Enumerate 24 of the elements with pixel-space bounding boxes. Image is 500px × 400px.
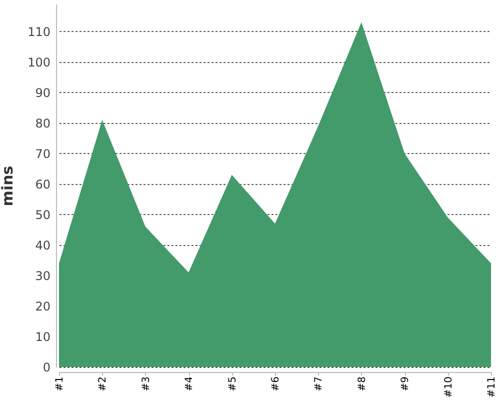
y-tick-label: 40 [35,238,50,252]
y-tick-label: 20 [35,299,50,314]
x-tick-label: #5 [227,376,238,392]
y-tick-label: 50 [35,208,50,222]
y-tick-label: 100 [28,55,50,70]
y-axis-title: mins [0,166,17,206]
y-tick-label: 80 [35,116,50,130]
y-tick-label: 60 [35,177,50,192]
x-tick-label: #8 [356,376,368,392]
x-tick-label: #1 [54,376,66,392]
x-tick-label: #6 [270,376,282,392]
x-tick-label: #2 [98,376,109,392]
y-tick-label: 30 [35,268,50,283]
x-tick-label: #7 [314,376,325,392]
x-tick-label: #10 [443,376,454,398]
x-tick-label: #3 [140,376,152,392]
y-tick-label: 10 [35,330,50,344]
y-tick-label: 0 [42,360,50,374]
x-tick-label: #11 [486,376,498,398]
x-tick-label: #9 [400,376,412,392]
y-tick-label: 70 [35,146,50,161]
y-tick-label: 110 [28,24,50,39]
x-tick-label: #4 [184,376,196,392]
y-tick-label: 90 [35,86,50,100]
